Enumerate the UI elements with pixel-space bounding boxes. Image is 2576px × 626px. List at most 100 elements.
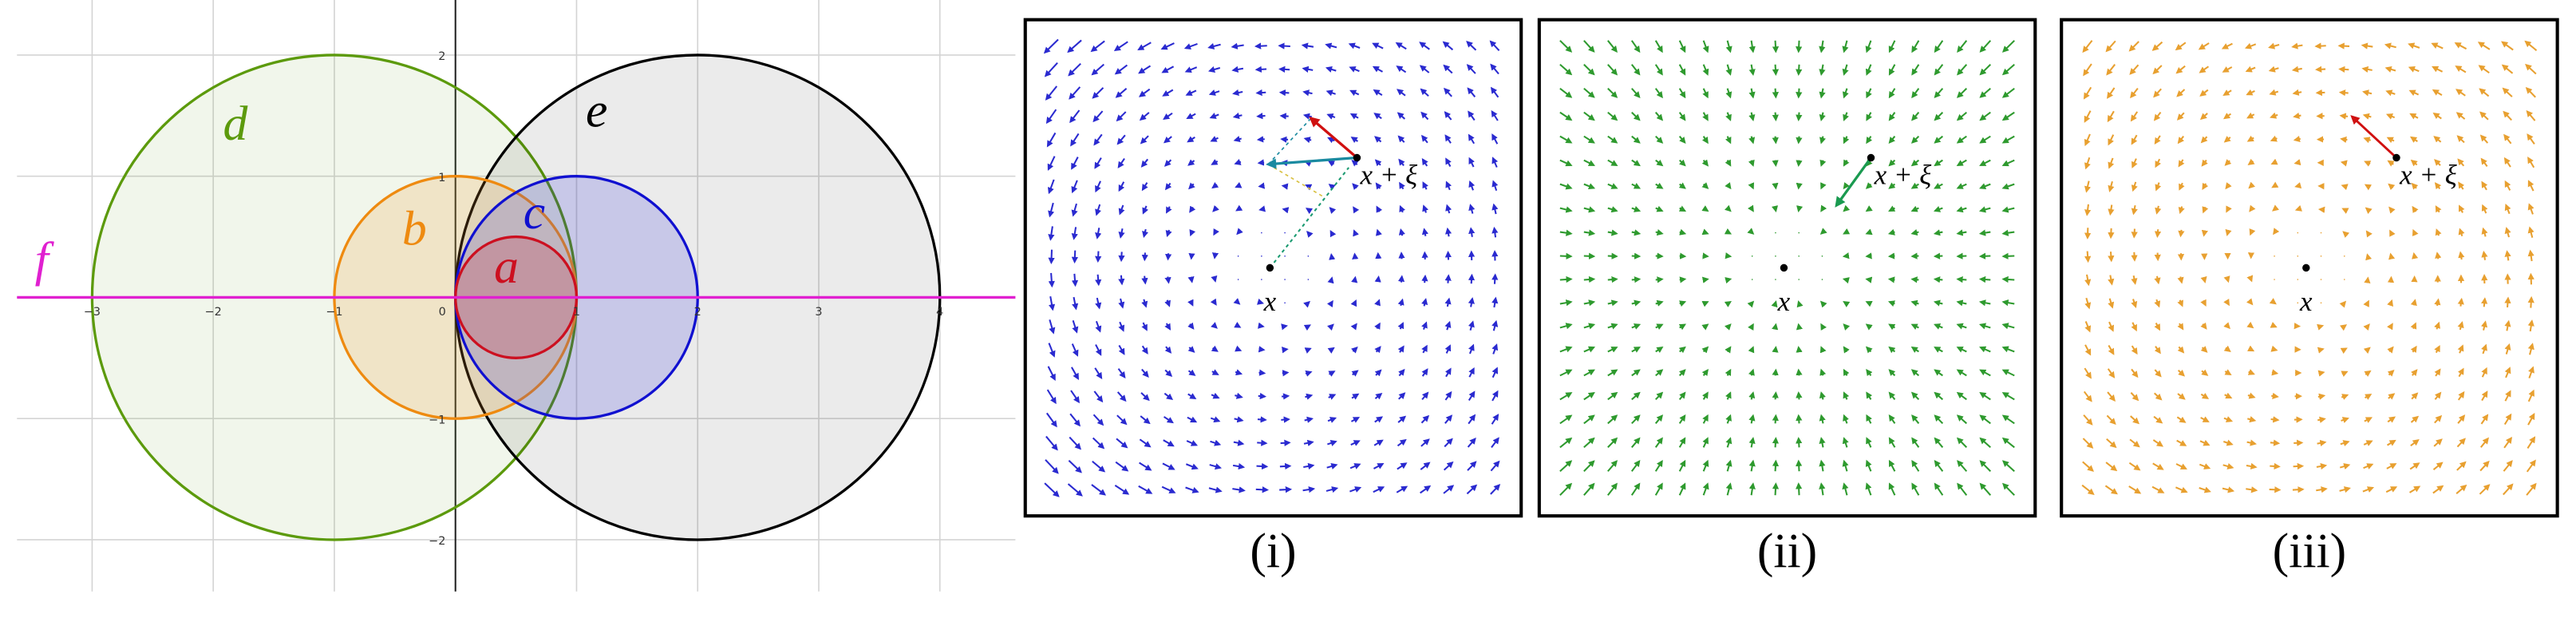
field-arrow xyxy=(1397,89,1406,97)
field-arrow xyxy=(1979,482,1992,496)
field-arrow xyxy=(1235,369,1243,376)
field-arrow xyxy=(1162,462,1175,470)
field-arrow xyxy=(1866,368,1873,377)
field-arrow xyxy=(2154,346,2161,355)
field-arrow xyxy=(2364,370,2372,377)
field-arrow xyxy=(1559,392,1573,401)
field-arrow xyxy=(1070,366,1079,380)
field-arrow xyxy=(1607,183,1618,189)
field-arrow xyxy=(1725,368,1732,377)
field-arrow xyxy=(1978,229,1991,236)
field-arrow xyxy=(2247,369,2255,375)
field-arrow xyxy=(1979,460,1992,472)
field-arrow xyxy=(1491,180,1499,192)
field-arrow xyxy=(2177,393,2186,400)
field-arrow xyxy=(2104,485,2118,495)
field-arrow xyxy=(2385,486,2398,493)
field-arrow xyxy=(1234,159,1242,165)
field-arrow xyxy=(2178,206,2185,215)
field-arrow xyxy=(1820,182,1827,190)
field-arrow xyxy=(2153,392,2163,401)
field-arrow xyxy=(1468,133,1476,145)
field-arrow xyxy=(1115,88,1128,98)
field-arrow xyxy=(2084,297,2092,310)
field-arrow xyxy=(1888,88,1896,99)
field-arrow xyxy=(1678,182,1686,189)
field-arrow xyxy=(2481,297,2488,307)
field-arrow xyxy=(1468,204,1476,214)
field-arrow xyxy=(1116,134,1126,145)
field-arrow xyxy=(1137,42,1152,51)
field-arrow xyxy=(1373,89,1383,96)
field-arrow xyxy=(1607,391,1618,401)
field-arrow xyxy=(1348,42,1361,50)
field-arrow xyxy=(2341,417,2349,423)
field-arrow xyxy=(1142,228,1149,238)
field-arrow xyxy=(1747,228,1755,235)
field-arrow xyxy=(2131,252,2138,262)
field-arrow xyxy=(1444,414,1453,424)
field-arrow xyxy=(2131,322,2137,332)
field-arrow xyxy=(1398,368,1405,377)
field-arrow xyxy=(1820,204,1827,212)
field-arrow xyxy=(1702,459,1709,472)
field-arrow xyxy=(1631,323,1642,330)
field-arrow xyxy=(2434,321,2440,330)
field-arrow xyxy=(2084,321,2092,333)
field-arrow xyxy=(2152,462,2164,470)
field-arrow xyxy=(1140,392,1150,402)
field-arrow xyxy=(2477,42,2491,50)
field-arrow xyxy=(1583,275,1596,283)
field-arrow xyxy=(2225,228,2232,236)
field-arrow xyxy=(1796,346,1803,353)
field-arrow xyxy=(2223,299,2230,307)
field-arrow xyxy=(1910,323,1919,330)
field-arrow xyxy=(1630,482,1641,496)
field-arrow xyxy=(1118,252,1125,263)
field-arrow xyxy=(1444,297,1452,307)
field-arrow xyxy=(1235,181,1243,188)
field-arrow xyxy=(1888,40,1896,53)
field-arrow xyxy=(1887,252,1895,260)
field-arrow xyxy=(2222,89,2232,97)
field-arrow xyxy=(1911,112,1920,121)
point-shifted xyxy=(2392,153,2400,162)
field-arrow xyxy=(2245,65,2256,73)
field-arrow xyxy=(1395,42,1407,50)
field-arrow xyxy=(2249,228,2256,236)
field-arrow xyxy=(1164,299,1171,307)
field-arrow xyxy=(1118,321,1125,332)
field-arrow xyxy=(1559,87,1573,98)
field-arrow xyxy=(1888,437,1896,448)
field-arrow xyxy=(1678,159,1686,167)
field-arrow xyxy=(1325,42,1337,50)
field-arrow xyxy=(2249,204,2256,212)
field-arrow xyxy=(1090,40,1105,53)
field-arrow xyxy=(2107,391,2116,402)
field-arrow xyxy=(1819,136,1826,145)
field-arrow xyxy=(1865,459,1872,472)
field-arrow xyxy=(1444,344,1452,354)
field-arrow xyxy=(2455,112,2466,120)
field-arrow xyxy=(2294,204,2302,212)
point-label: x xyxy=(2299,286,2313,317)
field-arrow xyxy=(2291,42,2303,50)
field-arrow xyxy=(2408,485,2421,493)
field-arrow xyxy=(2504,319,2511,331)
field-arrow xyxy=(2479,460,2490,472)
field-arrow xyxy=(2363,347,2371,355)
field-arrow xyxy=(1866,88,1872,99)
field-arrow xyxy=(1444,367,1452,378)
field-arrow xyxy=(1072,296,1079,311)
field-arrow xyxy=(1607,299,1618,307)
field-arrow xyxy=(1094,157,1102,169)
x-tick-label: 3 xyxy=(815,306,822,319)
field-arrow xyxy=(1445,157,1452,168)
field-arrow xyxy=(1046,132,1057,148)
field-arrow xyxy=(1725,159,1732,167)
field-arrow xyxy=(2201,159,2208,167)
field-arrow xyxy=(1819,368,1827,376)
field-arrow xyxy=(1329,207,1337,214)
field-arrow xyxy=(1956,391,1967,401)
field-arrow xyxy=(2131,299,2138,309)
